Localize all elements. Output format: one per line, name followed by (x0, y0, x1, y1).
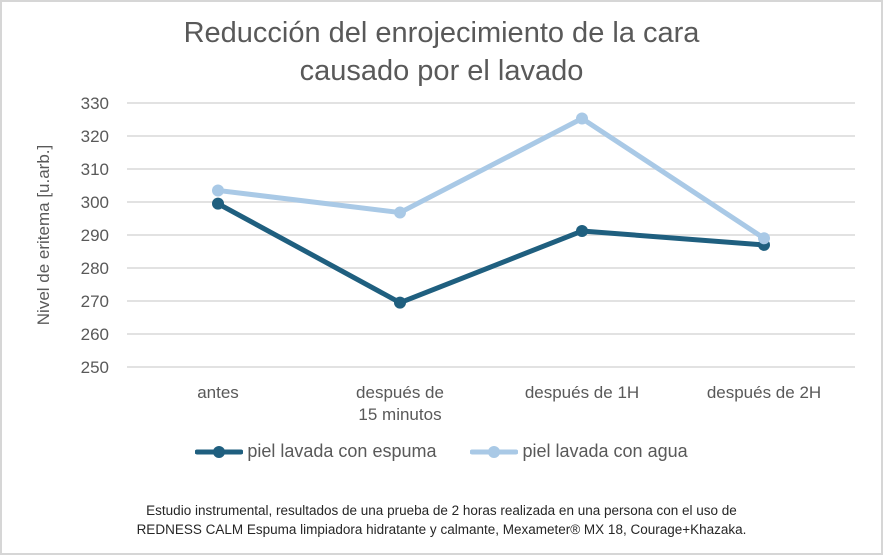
x-tick-label: antes (197, 383, 239, 402)
y-tick-label: 280 (81, 259, 109, 278)
data-point (212, 184, 224, 197)
y-tick-label: 300 (81, 193, 109, 212)
x-axis-ticks: antes después de 15 minutos después de 1H de… (197, 383, 821, 424)
legend-label-espuma: piel lavada con espuma (247, 441, 437, 461)
footnote-line-1: Estudio instrumental, resultados de una … (146, 503, 737, 518)
data-point (394, 296, 406, 309)
legend-item-espuma: piel lavada con espuma (195, 441, 436, 462)
data-point (576, 225, 588, 238)
x-tick-label: después de 2H (707, 383, 821, 402)
chart-title: Reducción del enrojecimiento de la cara … (0, 14, 883, 90)
gridlines (127, 102, 855, 368)
y-tick-label: 310 (81, 160, 109, 179)
series-line (215, 201, 767, 306)
legend-swatch-agua (470, 445, 519, 458)
footnote-line-2: REDNESS CALM Espuma limpiadora hidratant… (136, 522, 747, 537)
y-tick-label: 290 (81, 226, 109, 245)
legend-item-agua: piel lavada con agua (470, 441, 688, 462)
legend: piel lavada con espuma piel lavada con a… (0, 441, 883, 462)
y-axis-ticks: 250 260 270 280 290 300 310 320 330 (81, 94, 109, 377)
data-point (576, 112, 588, 125)
data-point (394, 206, 406, 219)
y-tick-label: 270 (81, 292, 109, 311)
data-point (758, 232, 770, 245)
chart-title-line-2: causado por el lavado (299, 55, 584, 87)
legend-swatch-espuma (195, 445, 244, 458)
series-agua (212, 112, 770, 245)
chart-title-line-1: Reducción del enrojecimiento de la cara (183, 17, 700, 49)
legend-label-agua: piel lavada con agua (522, 441, 688, 461)
y-tick-label: 260 (81, 325, 109, 344)
y-tick-label: 330 (81, 94, 109, 113)
series-line (215, 116, 767, 241)
series-group (212, 112, 770, 309)
y-axis-label: Nivel de eritema [u.arb.] (34, 145, 53, 325)
x-tick-label: 15 minutos (358, 405, 441, 424)
x-tick-label: después de (356, 383, 444, 402)
data-point (212, 197, 224, 210)
footnote: Estudio instrumental, resultados de una … (0, 501, 883, 539)
series-espuma (212, 197, 770, 309)
y-tick-label: 320 (81, 127, 109, 146)
x-tick-label: después de 1H (525, 383, 639, 402)
y-tick-label: 250 (81, 358, 109, 377)
